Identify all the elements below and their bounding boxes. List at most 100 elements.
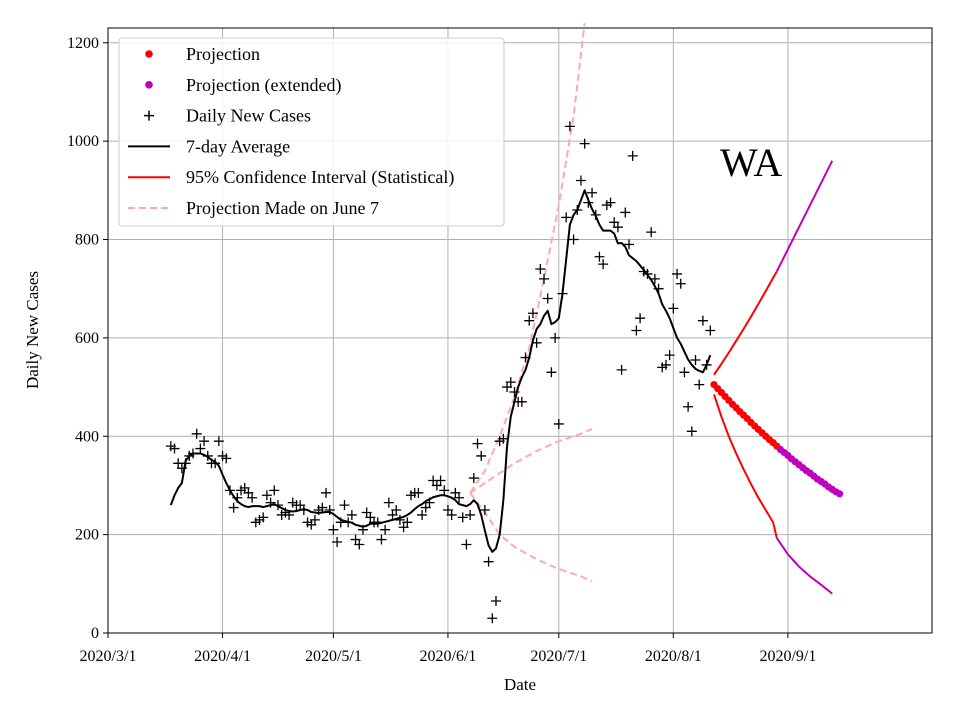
daily-case-marker bbox=[627, 150, 638, 161]
daily-case-marker bbox=[635, 313, 646, 324]
daily-case-marker bbox=[317, 502, 328, 513]
daily-case-marker bbox=[605, 197, 616, 208]
daily-case-marker bbox=[332, 537, 343, 548]
daily-case-marker bbox=[298, 505, 309, 516]
daily-case-marker bbox=[675, 278, 686, 289]
daily-case-marker bbox=[394, 514, 405, 525]
daily-case-marker bbox=[213, 436, 224, 447]
legend-dot-marker bbox=[145, 50, 153, 58]
daily-case-marker bbox=[524, 315, 535, 326]
daily-case-marker bbox=[568, 234, 579, 245]
series-line-projection-made-on-june-7-middle bbox=[469, 427, 593, 494]
daily-case-marker bbox=[483, 556, 494, 567]
daily-case-marker bbox=[594, 251, 605, 262]
series-projection-made-on-june-7-upper bbox=[469, 22, 586, 494]
daily-case-marker bbox=[472, 438, 483, 449]
daily-case-marker bbox=[598, 259, 609, 270]
x-tick-label: 2020/5/1 bbox=[305, 648, 362, 665]
series-line-95-ci-lower bbox=[713, 394, 778, 539]
y-tick-label: 0 bbox=[91, 625, 99, 642]
legend-item-projection-made-on-june-7: Projection Made on June 7 bbox=[128, 198, 379, 218]
daily-case-marker bbox=[446, 509, 457, 520]
daily-case-marker bbox=[649, 273, 660, 284]
daily-case-marker bbox=[531, 337, 542, 348]
daily-case-marker bbox=[424, 497, 435, 508]
series-line-projection-made-on-june-7-upper bbox=[469, 22, 586, 494]
plot-frame bbox=[107, 27, 933, 634]
x-tick-label: 2020/9/1 bbox=[759, 648, 816, 665]
daily-case-marker bbox=[701, 359, 712, 370]
x-axis-label: Date bbox=[504, 675, 536, 694]
daily-case-marker bbox=[590, 209, 601, 220]
daily-case-marker bbox=[265, 497, 276, 508]
daily-case-marker bbox=[690, 355, 701, 366]
daily-case-marker bbox=[439, 485, 450, 496]
daily-case-marker bbox=[228, 502, 239, 513]
daily-case-marker bbox=[284, 509, 295, 520]
legend-item-projection: Projection bbox=[145, 44, 260, 64]
daily-case-marker bbox=[195, 443, 206, 454]
series-line-7-day-average bbox=[169, 189, 712, 553]
series-line-95-ci-upper-extended bbox=[775, 160, 834, 272]
series-line-95-ci-upper bbox=[713, 270, 778, 376]
daily-case-marker bbox=[539, 273, 550, 284]
daily-case-marker bbox=[697, 315, 708, 326]
series-line-projection-made-on-june-7-lower bbox=[469, 492, 593, 583]
daily-case-marker bbox=[180, 458, 191, 469]
daily-case-marker bbox=[561, 212, 572, 223]
daily-case-marker bbox=[487, 613, 498, 624]
daily-case-marker bbox=[587, 187, 598, 198]
daily-case-marker bbox=[624, 239, 635, 250]
daily-case-marker bbox=[498, 433, 509, 444]
daily-case-marker bbox=[468, 473, 479, 484]
daily-case-marker bbox=[328, 524, 339, 535]
legend-box bbox=[118, 37, 505, 227]
legend-plus-marker bbox=[144, 110, 154, 121]
daily-case-marker bbox=[269, 485, 280, 496]
daily-case-marker bbox=[321, 487, 332, 498]
daily-case-marker bbox=[221, 453, 232, 464]
y-tick-label: 800 bbox=[75, 232, 99, 249]
legend-label: Daily New Cases bbox=[186, 106, 311, 126]
daily-case-marker bbox=[343, 517, 354, 528]
x-tick-label: 2020/7/1 bbox=[530, 648, 587, 665]
state-annotation: WA bbox=[720, 140, 782, 185]
daily-case-marker bbox=[672, 268, 683, 279]
daily-case-marker bbox=[516, 396, 527, 407]
daily-case-marker bbox=[461, 539, 472, 550]
daily-case-marker bbox=[553, 418, 564, 429]
y-axis-label: Daily New Cases bbox=[23, 271, 42, 389]
daily-case-marker bbox=[557, 288, 568, 299]
legend-label: 95% Confidence Interval (Statistical) bbox=[186, 167, 454, 188]
daily-case-marker bbox=[616, 364, 627, 375]
legend-label: Projection (extended) bbox=[186, 75, 341, 96]
y-tick-label: 1000 bbox=[67, 133, 99, 150]
x-tick-label: 2020/4/1 bbox=[194, 648, 251, 665]
series-daily-new-cases bbox=[165, 121, 716, 624]
daily-case-marker bbox=[261, 490, 272, 501]
series-line-95-ci-lower-extended bbox=[775, 537, 833, 595]
legend-label: Projection Made on June 7 bbox=[186, 198, 379, 218]
legend-item-daily-new-cases: Daily New Cases bbox=[144, 106, 311, 126]
daily-case-marker bbox=[490, 596, 501, 607]
daily-case-marker bbox=[413, 487, 424, 498]
legend-dot-marker bbox=[145, 81, 153, 89]
daily-case-marker bbox=[258, 512, 269, 523]
daily-case-marker bbox=[417, 509, 428, 520]
daily-case-marker bbox=[612, 222, 623, 233]
daily-case-marker bbox=[705, 325, 716, 336]
daily-case-marker bbox=[653, 283, 664, 294]
daily-case-marker bbox=[339, 500, 350, 511]
daily-case-marker bbox=[169, 443, 180, 454]
daily-case-marker bbox=[550, 332, 561, 343]
daily-case-marker bbox=[620, 207, 631, 218]
daily-case-marker bbox=[435, 475, 446, 486]
daily-case-marker bbox=[354, 539, 365, 550]
daily-case-marker bbox=[527, 308, 538, 319]
daily-case-marker bbox=[476, 450, 487, 461]
daily-case-marker bbox=[583, 197, 594, 208]
projection-point-projection-extended bbox=[836, 490, 844, 498]
daily-case-marker bbox=[272, 500, 283, 511]
daily-case-marker bbox=[664, 350, 675, 361]
daily-case-marker bbox=[191, 428, 202, 439]
